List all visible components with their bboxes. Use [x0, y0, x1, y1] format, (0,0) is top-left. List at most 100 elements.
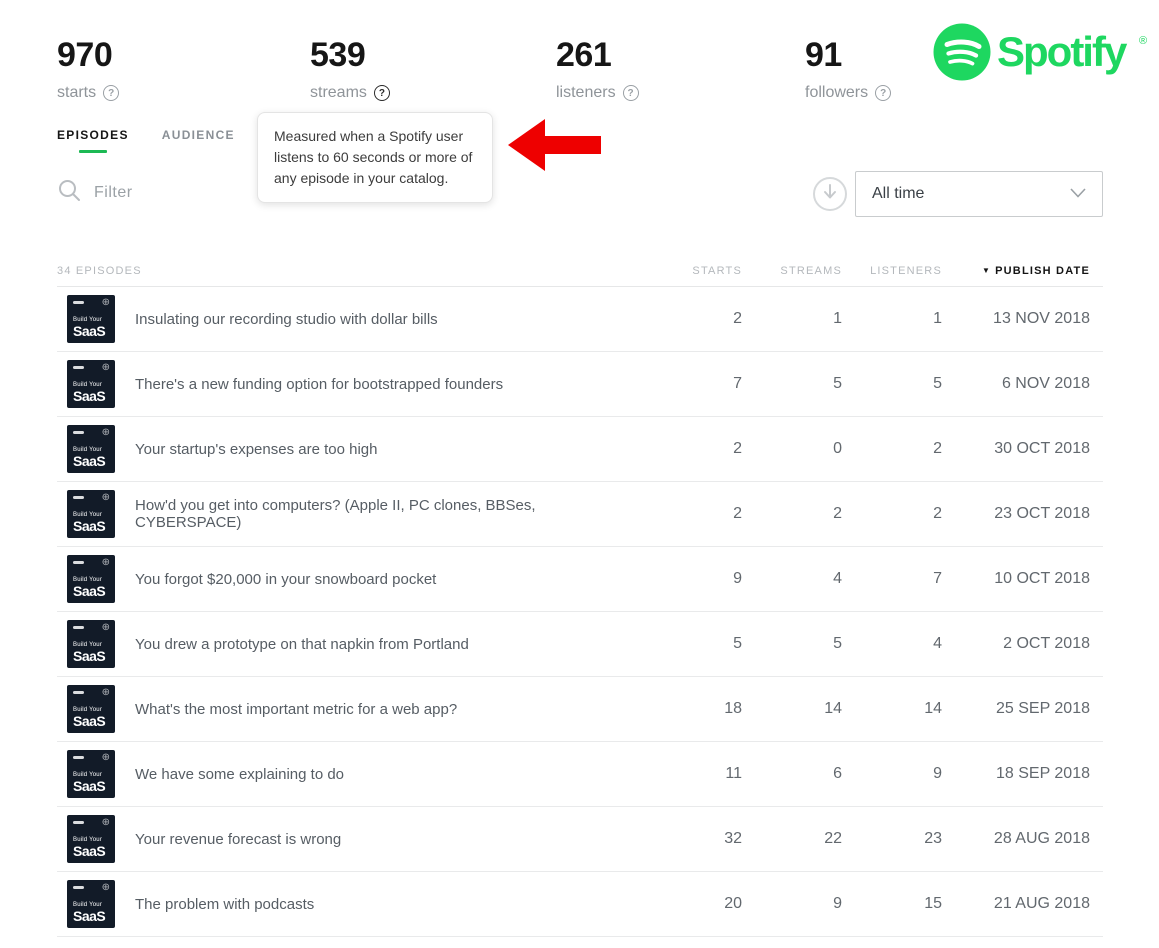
artwork-text: Build Your SaaS — [73, 902, 106, 924]
episode-publish-date: 13 NOV 2018 — [993, 310, 1090, 327]
episode-publish-date: 2 OCT 2018 — [1003, 635, 1090, 652]
episode-listeners: 1 — [933, 310, 942, 327]
episode-title: There's a new funding option for bootstr… — [135, 375, 504, 393]
stat-followers: 91 followers ? — [805, 36, 892, 102]
artwork-dash — [73, 301, 84, 304]
artwork-text: Build Your SaaS — [73, 512, 106, 534]
artwork-globe-icon: ⊕ — [101, 882, 110, 893]
episode-listeners: 2 — [933, 505, 942, 522]
episode-publish-date: 18 SEP 2018 — [995, 765, 1090, 782]
episode-title: Your revenue forecast is wrong — [135, 830, 342, 848]
column-header-publish-date[interactable]: ▼ PUBLISH DATE — [942, 265, 1090, 277]
streams-tooltip-text: Measured when a Spotify user listens to … — [274, 128, 473, 186]
episode-publish-date: 10 OCT 2018 — [994, 570, 1090, 587]
episode-streams: 4 — [833, 570, 842, 587]
table-row[interactable]: ⊕ Build Your SaaS You drew a prototype on… — [57, 612, 1103, 677]
tab-episodes[interactable]: EPISODES — [57, 128, 129, 153]
artwork-text: Build Your SaaS — [73, 447, 106, 469]
episode-publish-date: 30 OCT 2018 — [994, 440, 1090, 457]
artwork-globe-icon: ⊕ — [101, 622, 110, 633]
table-row[interactable]: ⊕ Build Your SaaS What's the most importa… — [57, 677, 1103, 742]
artwork-globe-icon: ⊕ — [101, 427, 110, 438]
table-row[interactable]: ⊕ Build Your SaaS The problem with podcas… — [57, 872, 1103, 937]
episode-artwork: ⊕ Build Your SaaS — [67, 880, 115, 928]
followers-value: 91 — [805, 36, 842, 74]
table-row[interactable]: ⊕ Build Your SaaS You forgot $20,000 in y… — [57, 547, 1103, 612]
spotify-logo-icon: Spotify ® — [933, 23, 1147, 81]
table-header-row: 34 EPISODES STARTS STREAMS LISTENERS ▼ PU… — [57, 256, 1103, 287]
artwork-dash — [73, 626, 84, 629]
table-row[interactable]: ⊕ Build Your SaaS How'd you get into comp… — [57, 482, 1103, 547]
starts-help-icon[interactable]: ? — [103, 85, 120, 101]
artwork-globe-icon: ⊕ — [101, 492, 110, 503]
artwork-globe-icon: ⊕ — [101, 557, 110, 568]
streams-label: streams — [310, 84, 367, 101]
table-row[interactable]: ⊕ Build Your SaaS Your revenue forecast i… — [57, 807, 1103, 872]
stat-streams: 539 streams ? — [310, 36, 390, 102]
episode-artwork: ⊕ Build Your SaaS — [67, 685, 115, 733]
streams-help-icon[interactable]: ? — [373, 85, 390, 101]
episode-starts: 18 — [724, 700, 742, 717]
artwork-text: Build Your SaaS — [73, 837, 106, 859]
episode-streams: 6 — [833, 765, 842, 782]
episode-starts: 11 — [725, 765, 742, 782]
episode-starts: 9 — [733, 570, 742, 587]
filter-bar — [58, 179, 294, 207]
time-range-selected: All time — [872, 185, 925, 202]
episode-publish-date: 25 SEP 2018 — [995, 700, 1090, 717]
episode-starts: 2 — [733, 505, 742, 522]
episode-title: We have some explaining to do — [135, 765, 345, 783]
starts-value: 970 — [57, 36, 113, 74]
episode-listeners: 23 — [924, 830, 942, 847]
episode-artwork: ⊕ Build Your SaaS — [67, 815, 115, 863]
svg-text:Spotify: Spotify — [997, 28, 1128, 75]
artwork-dash — [73, 496, 84, 499]
episode-title: How'd you get into computers? (Apple II,… — [135, 497, 536, 531]
followers-help-icon[interactable]: ? — [875, 85, 892, 101]
chevron-down-icon — [1070, 185, 1086, 203]
table-row[interactable]: ⊕ Build Your SaaS Insulating our recordin… — [57, 287, 1103, 352]
artwork-globe-icon: ⊕ — [101, 297, 110, 308]
download-button[interactable] — [813, 177, 847, 211]
episode-streams: 14 — [824, 700, 842, 717]
tab-bar: EPISODES AUDIENCE — [57, 128, 235, 153]
episode-streams: 2 — [833, 505, 842, 522]
episode-publish-date: 21 AUG 2018 — [993, 895, 1090, 912]
listeners-help-icon[interactable]: ? — [622, 85, 639, 101]
episode-artwork: ⊕ Build Your SaaS — [67, 555, 115, 603]
episode-listeners: 14 — [924, 700, 942, 717]
episode-starts: 2 — [733, 440, 742, 457]
episode-publish-date: 23 OCT 2018 — [994, 505, 1090, 522]
column-header-listeners[interactable]: LISTENERS — [870, 265, 942, 277]
artwork-dash — [73, 691, 84, 694]
episode-title: You drew a prototype on that napkin from… — [135, 635, 469, 653]
tab-audience[interactable]: AUDIENCE — [162, 128, 235, 153]
episode-listeners: 4 — [933, 635, 942, 652]
episodes-table: 34 EPISODES STARTS STREAMS LISTENERS ▼ PU… — [57, 256, 1103, 937]
episode-title: What's the most important metric for a w… — [135, 700, 458, 718]
table-row[interactable]: ⊕ Build Your SaaS There's a new funding o… — [57, 352, 1103, 417]
artwork-text: Build Your SaaS — [73, 772, 106, 794]
episode-streams: 0 — [833, 440, 842, 457]
artwork-globe-icon: ⊕ — [101, 817, 110, 828]
column-header-starts[interactable]: STARTS — [692, 265, 742, 277]
artwork-text: Build Your SaaS — [73, 382, 106, 404]
listeners-value: 261 — [556, 36, 612, 74]
search-icon — [58, 179, 81, 207]
episode-title: Your startup's expenses are too high — [135, 440, 378, 458]
column-header-streams[interactable]: STREAMS — [780, 265, 842, 277]
episode-title: Insulating our recording studio with dol… — [135, 310, 438, 328]
episode-streams: 22 — [824, 830, 842, 847]
episode-artwork: ⊕ Build Your SaaS — [67, 750, 115, 798]
episode-title: The problem with podcasts — [135, 895, 315, 913]
artwork-dash — [73, 431, 84, 434]
table-row[interactable]: ⊕ Build Your SaaS Your startup's expenses… — [57, 417, 1103, 482]
table-row[interactable]: ⊕ Build Your SaaS We have some explaining… — [57, 742, 1103, 807]
artwork-dash — [73, 561, 84, 564]
filter-input[interactable] — [94, 184, 294, 202]
annotation-arrow-icon — [508, 119, 601, 177]
time-range-select[interactable]: All time — [855, 171, 1103, 217]
episode-title: You forgot $20,000 in your snowboard poc… — [135, 570, 437, 588]
artwork-dash — [73, 821, 84, 824]
